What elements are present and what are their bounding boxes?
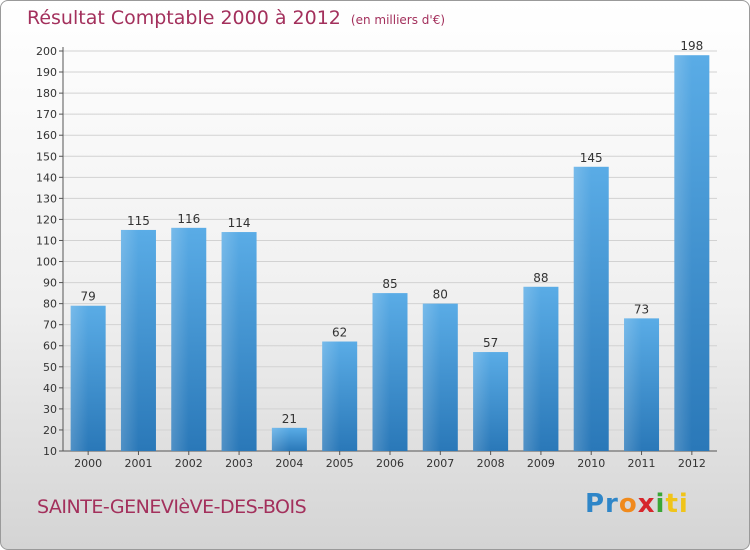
bar-highlight xyxy=(171,227,189,451)
bar-highlight xyxy=(372,293,390,451)
bar-highlight xyxy=(624,318,642,451)
bar-highlight xyxy=(473,352,491,451)
value-label: 21 xyxy=(282,412,297,426)
bar-highlight xyxy=(523,286,541,451)
value-label: 88 xyxy=(533,271,548,285)
y-tick-label: 20 xyxy=(43,424,57,437)
x-tick-label: 2012 xyxy=(678,457,706,470)
y-tick-label: 50 xyxy=(43,361,57,374)
y-tick-label: 30 xyxy=(43,403,57,416)
proxiti-logo: Proxiti xyxy=(585,489,689,519)
x-tick-label: 2003 xyxy=(225,457,253,470)
value-label: 115 xyxy=(127,214,150,228)
y-tick-labels: 10 20 30 40 50 60 70 80 90 100 110 120 130 140 150 160 1… xyxy=(36,45,57,458)
bar-highlight xyxy=(322,341,340,451)
y-tick-label: 80 xyxy=(43,298,57,311)
x-tick-label: 2006 xyxy=(376,457,404,470)
bar-highlight xyxy=(674,55,692,452)
value-label: 73 xyxy=(634,302,649,316)
logo-part-4: i xyxy=(655,489,666,519)
logo-part-3: x xyxy=(637,489,656,519)
bar-highlight xyxy=(221,232,240,451)
bar-highlight xyxy=(120,229,139,451)
x-tick-label: 2005 xyxy=(326,457,354,470)
y-tick-label: 40 xyxy=(43,382,57,395)
x-tick-label: 2007 xyxy=(426,457,454,470)
y-tick-label: 180 xyxy=(36,87,57,100)
y-tick-label: 170 xyxy=(36,108,57,121)
x-tick-label: 2004 xyxy=(275,457,303,470)
y-tick-label: 100 xyxy=(36,256,57,269)
y-tick-label: 90 xyxy=(43,277,57,290)
x-tick-label: 2010 xyxy=(577,457,605,470)
bar-highlight xyxy=(271,427,290,451)
x-tick-label: 2002 xyxy=(175,457,203,470)
y-tick-label: 160 xyxy=(36,129,57,142)
bars xyxy=(70,55,710,452)
value-label: 114 xyxy=(228,216,251,230)
bar-highlight xyxy=(70,305,89,451)
value-label: 145 xyxy=(580,151,603,165)
x-tick-label: 2009 xyxy=(527,457,555,470)
value-label: 79 xyxy=(81,290,96,304)
value-label: 80 xyxy=(433,288,448,302)
y-tick-label: 200 xyxy=(36,45,57,58)
x-tick-label: 2001 xyxy=(124,457,152,470)
value-labels: 79 115 116 114 21 62 85 80 57 88 145 73 198 xyxy=(81,39,704,426)
y-tick-label: 60 xyxy=(43,340,57,353)
y-tick-label: 70 xyxy=(43,319,57,332)
logo-part-5: ti xyxy=(665,489,689,519)
y-tick-label: 150 xyxy=(36,150,57,163)
title-text: Résultat Comptable 2000 à 2012 xyxy=(27,7,341,29)
x-tick-label: 2011 xyxy=(628,457,656,470)
value-label: 198 xyxy=(680,39,703,53)
logo-part-2: o xyxy=(618,489,638,519)
value-label: 85 xyxy=(382,277,397,291)
unit-note: (en milliers d'€) xyxy=(350,13,446,27)
value-label: 116 xyxy=(177,212,200,226)
y-tick-label: 10 xyxy=(43,445,57,458)
value-label: 57 xyxy=(483,336,498,350)
bar-highlight xyxy=(422,303,441,451)
y-tick-label: 190 xyxy=(36,66,57,79)
value-label: 62 xyxy=(332,326,347,340)
chart-title: Résultat Comptable 2000 à 2012 (en millie… xyxy=(27,7,445,29)
x-tick-label: 2008 xyxy=(477,457,505,470)
y-tick-label: 110 xyxy=(36,234,57,247)
y-tick-label: 140 xyxy=(36,171,57,184)
x-tick-labels: 2000 2001 2002 2003 2004 2005 2006 2007 2008 2009… xyxy=(74,457,706,470)
commune-name: SAINTE-GENEVIèVE-DES-BOIS xyxy=(37,496,307,518)
y-tick-label: 130 xyxy=(36,192,57,205)
logo-part-1: Pr xyxy=(585,489,619,519)
bar-highlight xyxy=(573,166,592,451)
x-tick-label: 2000 xyxy=(74,457,102,470)
y-tick-label: 120 xyxy=(36,213,57,226)
